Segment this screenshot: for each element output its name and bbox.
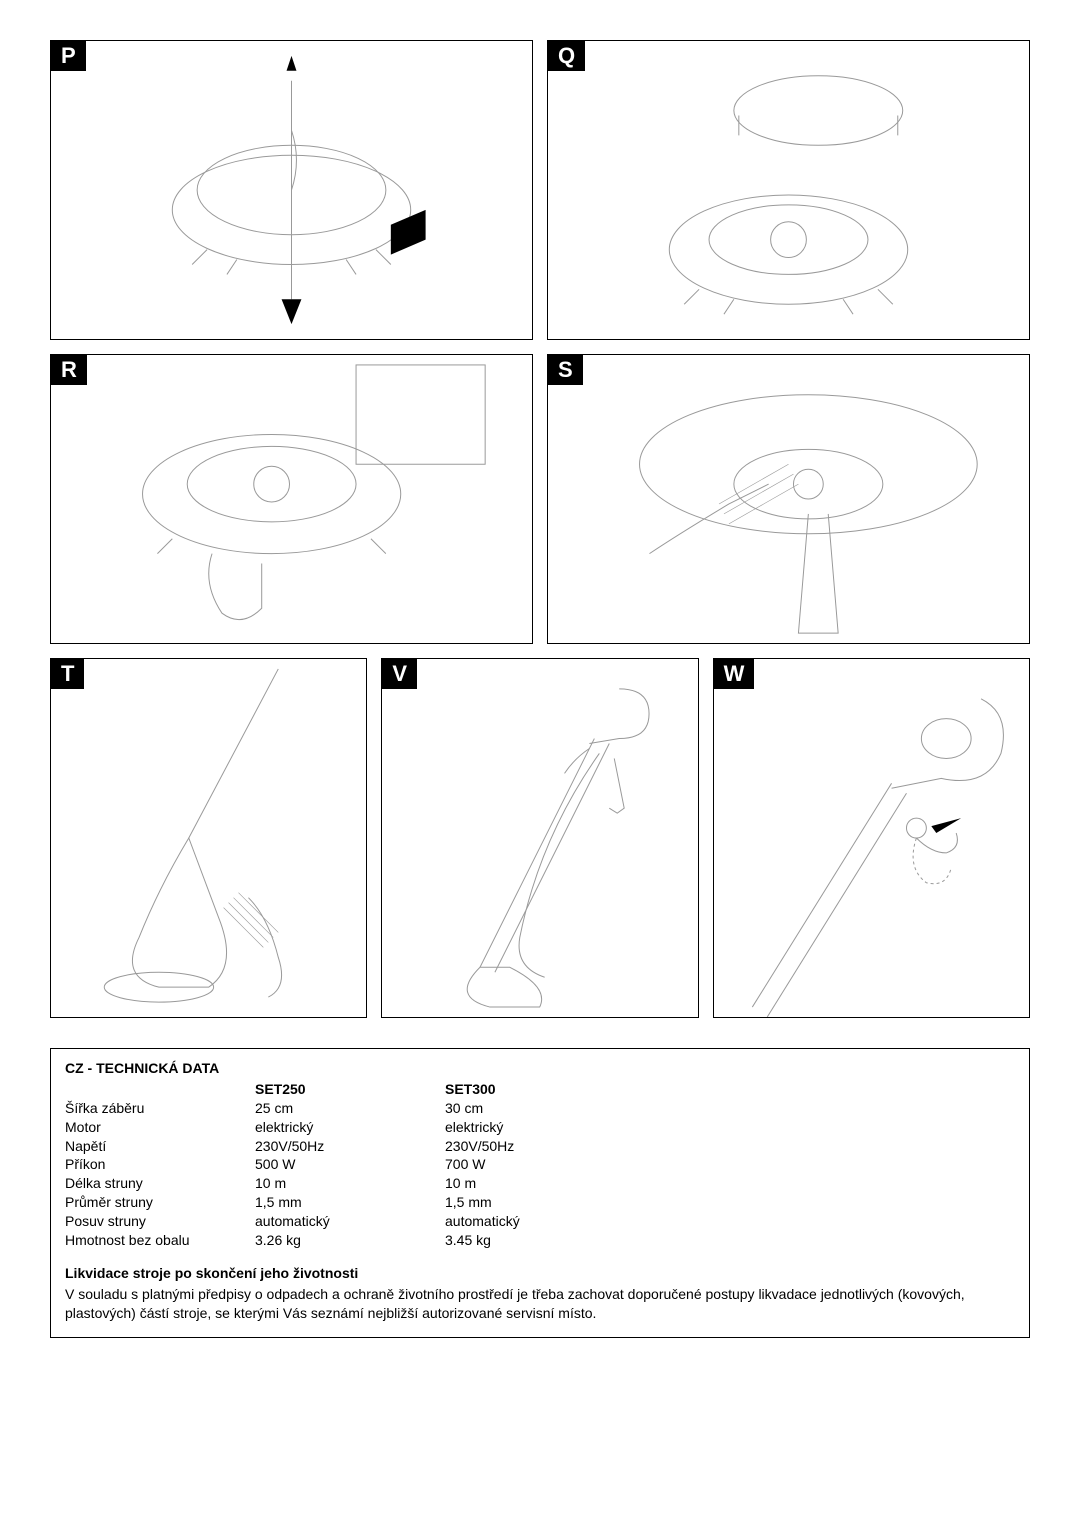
figure-v-diagram <box>382 659 697 1017</box>
figure-q-diagram <box>548 41 1029 339</box>
figure-t-diagram <box>51 659 366 1017</box>
figure-label: S <box>548 355 583 385</box>
spec-label: Příkon <box>65 1155 255 1174</box>
col-header <box>65 1080 255 1099</box>
figure-q: Q <box>547 40 1030 340</box>
spec-val: 10 m <box>445 1174 635 1193</box>
spec-val: 25 cm <box>255 1099 445 1118</box>
figure-label: W <box>714 659 755 689</box>
spec-val: automatický <box>255 1212 445 1231</box>
spec-val: 3.45 kg <box>445 1231 635 1250</box>
figure-s: S <box>547 354 1030 644</box>
spec-table: SET250 SET300 Šířka záběru 25 cm 30 cm M… <box>65 1080 1015 1250</box>
spec-val: 3.26 kg <box>255 1231 445 1250</box>
spec-val: automatický <box>445 1212 635 1231</box>
spec-label: Posuv struny <box>65 1212 255 1231</box>
spec-label: Délka struny <box>65 1174 255 1193</box>
spec-label: Motor <box>65 1118 255 1137</box>
spec-label: Napětí <box>65 1137 255 1156</box>
figure-v: V <box>381 658 698 1018</box>
figure-w-diagram <box>714 659 1029 1017</box>
tech-data-box: CZ - TECHNICKÁ DATA SET250 SET300 Šířka … <box>50 1048 1030 1338</box>
figure-p-diagram <box>51 41 532 339</box>
spec-label: Šířka záběru <box>65 1099 255 1118</box>
tech-data-title: CZ - TECHNICKÁ DATA <box>65 1059 1015 1078</box>
spec-val: elektrický <box>255 1118 445 1137</box>
figure-row-2: R S <box>50 354 1030 644</box>
figure-r-diagram <box>51 355 532 643</box>
spec-val: 10 m <box>255 1174 445 1193</box>
figure-row-1: P Q <box>50 40 1030 340</box>
figure-w: W <box>713 658 1030 1018</box>
spec-val: 1,5 mm <box>445 1193 635 1212</box>
spec-val: 700 W <box>445 1155 635 1174</box>
col-header: SET250 <box>255 1080 445 1099</box>
spec-val: 230V/50Hz <box>445 1137 635 1156</box>
disposal-title: Likvidace stroje po skončení jeho životn… <box>65 1264 1015 1283</box>
spec-label: Průměr struny <box>65 1193 255 1212</box>
spec-label: Hmotnost bez obalu <box>65 1231 255 1250</box>
spec-val: 230V/50Hz <box>255 1137 445 1156</box>
figure-label: P <box>51 41 86 71</box>
figure-label: V <box>382 659 417 689</box>
spec-val: 500 W <box>255 1155 445 1174</box>
spec-val: 1,5 mm <box>255 1193 445 1212</box>
figure-t: T <box>50 658 367 1018</box>
figure-r: R <box>50 354 533 644</box>
disposal-text: V souladu s platnými předpisy o odpadech… <box>65 1285 1015 1323</box>
col-header: SET300 <box>445 1080 635 1099</box>
spec-val: 30 cm <box>445 1099 635 1118</box>
figure-label: R <box>51 355 87 385</box>
figure-p: P <box>50 40 533 340</box>
figure-label: Q <box>548 41 585 71</box>
spec-val: elektrický <box>445 1118 635 1137</box>
figure-row-3: T V W <box>50 658 1030 1018</box>
figure-label: T <box>51 659 84 689</box>
figure-s-diagram <box>548 355 1029 643</box>
